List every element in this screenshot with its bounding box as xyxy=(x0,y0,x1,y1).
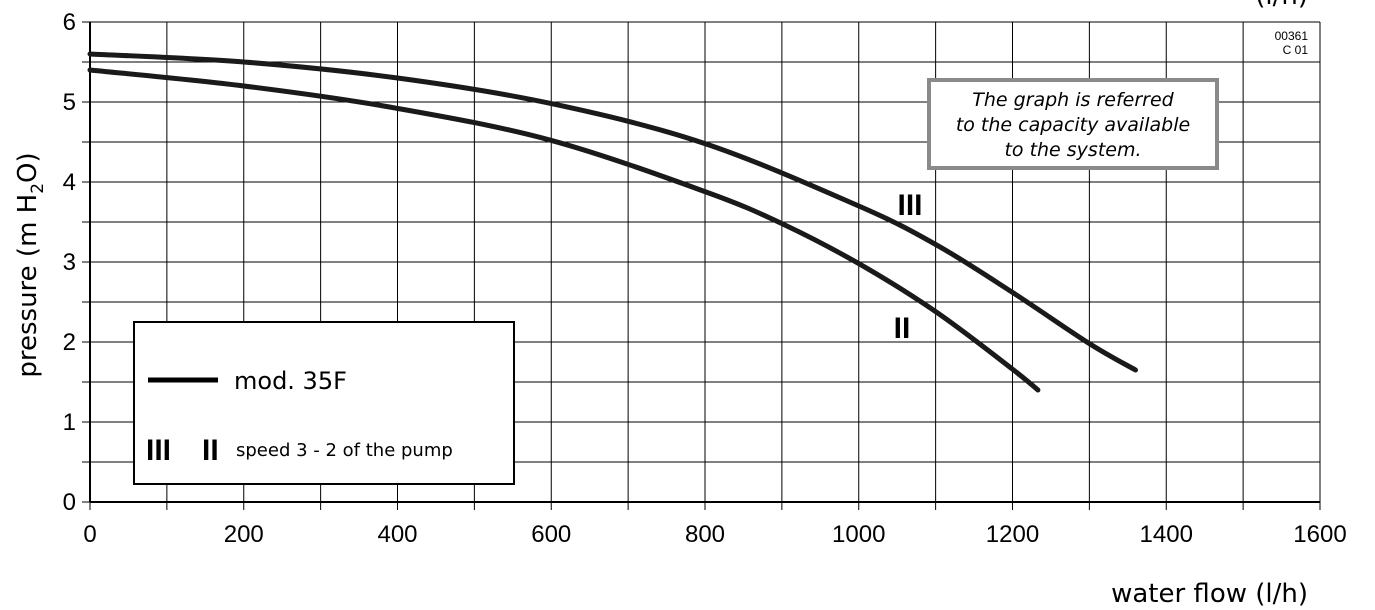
drawing-code-line-1: 00361 xyxy=(1275,29,1309,43)
drawing-code-line-2: C 01 xyxy=(1283,43,1309,57)
y-tick-label: 3 xyxy=(63,249,76,276)
curves xyxy=(87,51,1138,393)
x-tick-label: 0 xyxy=(83,521,96,548)
corner-partial-label: (l/h) xyxy=(1255,0,1308,11)
y-axis-label: pressure (m H2O) xyxy=(13,152,48,377)
legend-speed-symbol-ii: II xyxy=(202,434,219,467)
note-box: The graph is referred to the capacity av… xyxy=(927,78,1219,170)
y-tick-label: 6 xyxy=(63,9,76,36)
x-tick-label: 1000 xyxy=(832,521,885,548)
legend-model-label: mod. 35F xyxy=(234,367,347,395)
y-tick-label: 0 xyxy=(63,489,76,516)
x-tick-label: 1600 xyxy=(1293,521,1346,548)
curve-speed-iii xyxy=(87,51,1138,373)
x-tick-labels: 0 200 400 600 800 1000 1200 1400 1600 xyxy=(83,521,1346,548)
legend: mod. 35F III II speed 3 - 2 of the pump xyxy=(133,321,515,485)
y-tick-labels: 0 1 2 3 4 5 6 xyxy=(63,9,76,516)
note-line-1: The graph is referred xyxy=(972,89,1174,111)
curve-label-ii: II xyxy=(894,312,911,345)
legend-speed-symbol-iii: III xyxy=(146,434,171,467)
x-axis-label: water flow (l/h) xyxy=(1111,579,1308,609)
y-tick-label: 5 xyxy=(63,89,76,116)
x-tick-label: 600 xyxy=(531,521,571,548)
x-tick-label: 400 xyxy=(377,521,417,548)
x-tick-label: 1400 xyxy=(1140,521,1193,548)
y-tick-label: 4 xyxy=(63,169,76,196)
x-tick-label: 200 xyxy=(224,521,264,548)
curve-label-iii: III xyxy=(897,189,922,222)
note-line-2: to the capacity available xyxy=(956,114,1190,136)
legend-speed-label: speed 3 - 2 of the pump xyxy=(236,440,453,461)
x-tick-label: 1200 xyxy=(986,521,1039,548)
y-tick-label: 1 xyxy=(63,409,76,436)
y-tick-label: 2 xyxy=(63,329,76,356)
note-line-3: to the system. xyxy=(1004,139,1141,161)
curve-speed-ii xyxy=(87,67,1041,393)
x-tick-label: 800 xyxy=(685,521,725,548)
